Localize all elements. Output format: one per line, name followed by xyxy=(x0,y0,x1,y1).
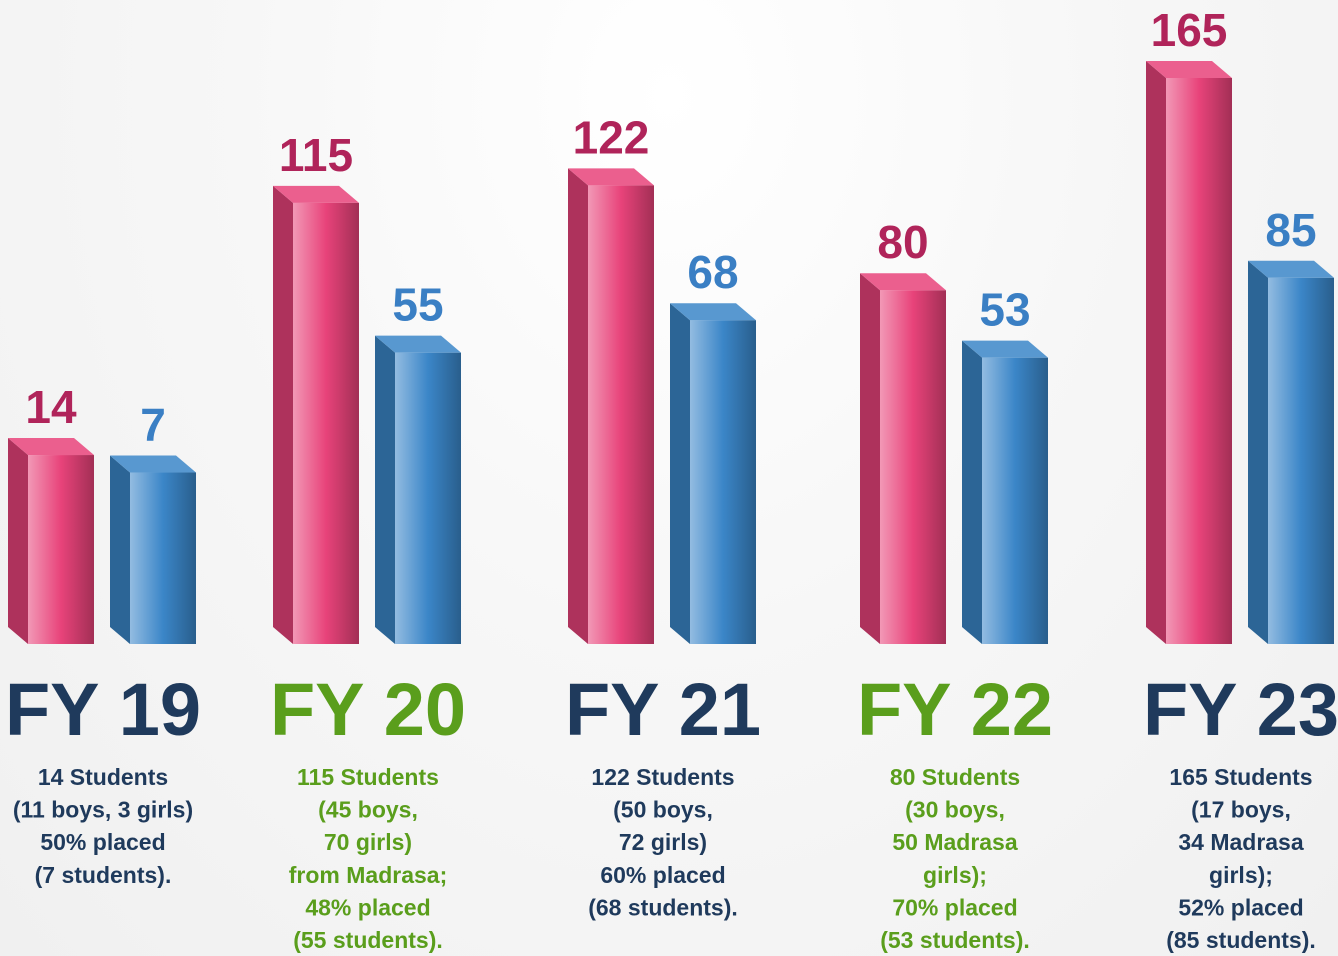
bar xyxy=(28,455,94,644)
category-label: FY 19 xyxy=(5,668,201,751)
description-line: 72 girls) xyxy=(619,829,707,855)
bar-side xyxy=(860,273,880,644)
description-line: (55 students). xyxy=(293,927,443,953)
description-line: (45 boys, xyxy=(318,797,418,823)
category-label: FY 20 xyxy=(270,668,466,751)
bar xyxy=(690,320,756,644)
value-label: 14 xyxy=(25,381,77,433)
bar-top xyxy=(375,335,461,353)
description-line: (53 students). xyxy=(880,927,1030,953)
bar-top xyxy=(8,438,94,456)
description-line: girls); xyxy=(923,862,987,888)
bar-top xyxy=(670,303,756,321)
description-line: 52% placed xyxy=(1178,894,1303,920)
value-label: 55 xyxy=(392,279,443,331)
description-line: (11 boys, 3 girls) xyxy=(13,797,193,823)
category-label: FY 23 xyxy=(1143,668,1338,751)
description-line: (30 boys, xyxy=(905,797,1005,823)
bar-side xyxy=(670,303,690,644)
value-label: 115 xyxy=(279,129,353,181)
description-line: 80 Students xyxy=(890,764,1020,790)
description-line: (17 boys, xyxy=(1191,797,1291,823)
description-line: 115 Students xyxy=(297,764,439,790)
bar xyxy=(1268,277,1334,644)
description-line: 14 Students xyxy=(38,764,168,790)
description-line: 165 Students xyxy=(1169,764,1312,790)
bar xyxy=(130,472,196,644)
bar-top xyxy=(860,273,946,291)
description-line: girls); xyxy=(1209,862,1273,888)
category-label: FY 22 xyxy=(857,668,1053,751)
description-line: (7 students). xyxy=(35,862,172,888)
bar-side xyxy=(1248,260,1268,644)
bar-top xyxy=(273,185,359,203)
bar xyxy=(293,202,359,644)
description-line: (85 students). xyxy=(1166,927,1316,953)
bar-side xyxy=(375,335,395,644)
value-label: 53 xyxy=(979,284,1030,336)
bar-top xyxy=(1248,260,1334,278)
bar-side xyxy=(568,168,588,644)
bar-top xyxy=(962,340,1048,358)
bar xyxy=(395,352,461,644)
value-label: 80 xyxy=(877,216,928,268)
bar-side xyxy=(273,185,293,644)
bar-top xyxy=(1146,61,1232,78)
description-line: 60% placed xyxy=(600,862,725,888)
value-label: 165 xyxy=(1151,4,1228,56)
description-line: 50% placed xyxy=(40,829,165,855)
bar-top xyxy=(110,455,196,473)
bar xyxy=(880,290,946,644)
description-line: 70 girls) xyxy=(324,829,412,855)
bar-side xyxy=(962,340,982,644)
description-line: 50 Madrasa xyxy=(892,829,1018,855)
bar-side xyxy=(8,438,28,644)
bar xyxy=(1166,78,1232,644)
bar-side xyxy=(110,455,130,644)
description-line: 70% placed xyxy=(892,894,1017,920)
description-line: 122 Students xyxy=(591,764,734,790)
category-label: FY 21 xyxy=(565,668,761,751)
value-label: 68 xyxy=(687,246,738,298)
description-line: 48% placed xyxy=(305,894,430,920)
value-label: 7 xyxy=(140,399,166,451)
description-line: 34 Madrasa xyxy=(1178,829,1304,855)
value-label: 85 xyxy=(1265,204,1316,256)
bar xyxy=(982,357,1048,644)
bar xyxy=(588,185,654,644)
bar-top xyxy=(568,168,654,186)
description-line: (68 students). xyxy=(588,894,738,920)
value-label: 122 xyxy=(573,111,650,163)
bar-side xyxy=(1146,61,1166,644)
description-line: (50 boys, xyxy=(613,797,713,823)
description-line: from Madrasa; xyxy=(289,862,447,888)
